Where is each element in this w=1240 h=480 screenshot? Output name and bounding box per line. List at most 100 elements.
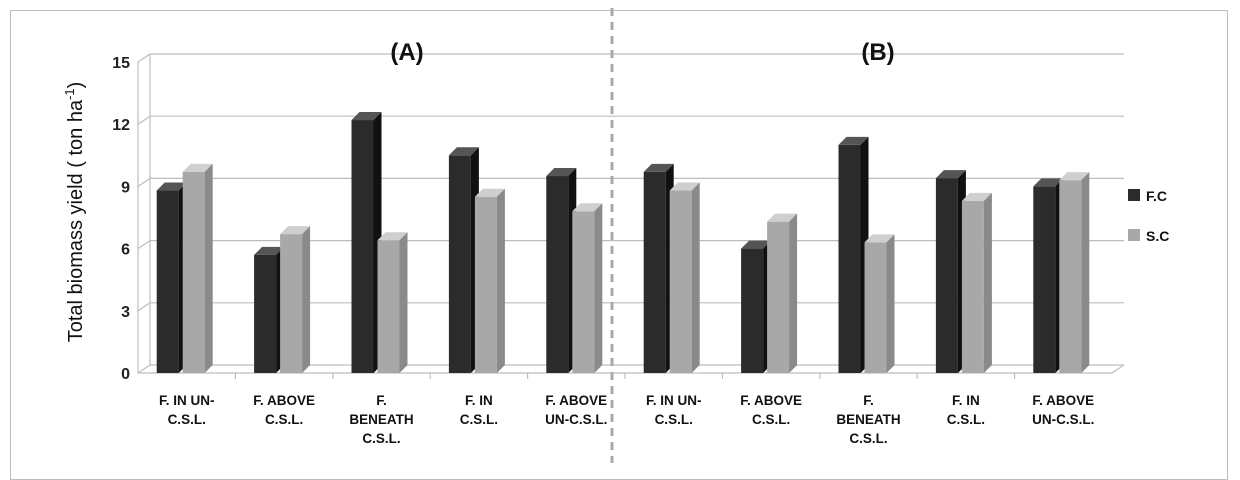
bar-top	[669, 182, 700, 191]
bar-fc	[254, 246, 285, 373]
x-category-label: F. ABOVE C.S.L.	[740, 393, 802, 427]
bar-front	[546, 176, 569, 373]
y-axis-label: Total biomass yield ( ton ha-1)	[62, 82, 87, 343]
bars	[156, 112, 1090, 373]
bar-top	[935, 170, 966, 179]
bar-front	[572, 211, 595, 373]
gridline-depth	[137, 364, 151, 374]
bar-sc	[767, 213, 798, 373]
panel-label-b: (B)	[861, 39, 894, 66]
bar-side	[302, 226, 311, 373]
bar-side	[496, 188, 505, 373]
bar-top	[838, 136, 869, 145]
bar-side	[691, 182, 700, 373]
bar-sc	[961, 192, 992, 373]
bar-side	[1081, 172, 1090, 373]
x-category-label: F. ABOVE UN-C.S.L.	[1032, 393, 1094, 427]
bar-side	[886, 234, 895, 373]
y-tick-label: 12	[112, 117, 130, 134]
category-labels: F. IN UN-C.S.L. F. ABOVE C.S.L. F. BENEATH C.…	[159, 393, 1094, 446]
bar-front	[351, 120, 374, 373]
x-category-label: F. IN UN-C.S.L.	[646, 393, 702, 427]
bar-top	[546, 168, 577, 177]
gridline-depth	[137, 177, 151, 187]
bar-top	[448, 147, 479, 156]
bar-top	[351, 112, 382, 121]
bar-top	[377, 232, 408, 241]
bar-top	[741, 240, 772, 249]
bar-top	[961, 192, 992, 201]
bar-sc	[474, 188, 505, 373]
bar-top	[182, 163, 213, 172]
legend: F.C S.C	[1128, 188, 1169, 244]
bar-side	[983, 192, 992, 373]
bar-front	[864, 242, 887, 373]
y-tick-label: 0	[121, 366, 130, 383]
bar-top	[254, 246, 285, 255]
bar-top	[1059, 172, 1090, 181]
bar-fc	[351, 112, 382, 373]
bar-top	[280, 226, 311, 235]
bar-front	[1033, 186, 1056, 373]
bar-top	[643, 163, 674, 172]
bar-front	[767, 221, 790, 373]
bar-front	[669, 190, 692, 373]
y-tick-label: 9	[121, 179, 130, 196]
floor-right	[1111, 364, 1125, 374]
chart-frame	[10, 10, 1228, 480]
bar-side	[594, 203, 603, 373]
gridline-depth	[137, 53, 151, 63]
bar-front	[741, 248, 764, 373]
bar-sc	[669, 182, 700, 373]
bar-front	[254, 254, 277, 373]
legend-swatch	[1128, 229, 1140, 241]
bar-front	[935, 178, 958, 373]
bar-front	[961, 200, 984, 373]
bar-sc	[572, 203, 603, 373]
bar-front	[182, 171, 205, 373]
x-category-label: F. ABOVE C.S.L.	[253, 393, 315, 427]
x-category-label: F. IN C.S.L.	[947, 393, 985, 427]
legend-label: S.C	[1146, 228, 1169, 244]
y-tick-label: 15	[112, 55, 130, 72]
bar-side	[789, 213, 798, 373]
bar-fc	[643, 163, 674, 373]
gridline-depth	[137, 240, 151, 250]
bar-front	[643, 171, 666, 373]
bar-front	[1059, 180, 1082, 373]
x-category-label: F. ABOVE UN-C.S.L.	[545, 393, 607, 427]
bar-fc	[741, 240, 772, 373]
bar-fc	[935, 170, 966, 373]
bar-top	[474, 188, 505, 197]
bar-front	[448, 155, 471, 373]
bar-front	[156, 190, 179, 373]
bar-top	[767, 213, 798, 222]
bar-front	[280, 234, 303, 373]
bar-top	[1033, 178, 1064, 187]
x-category-label: F. IN UN-C.S.L.	[159, 393, 215, 427]
bar-fc	[156, 182, 187, 373]
x-category-label: F. BENEATH C.S.L.	[349, 393, 413, 446]
legend-swatch	[1128, 189, 1140, 201]
bar-sc	[1059, 172, 1090, 373]
gridline-depth	[137, 302, 151, 312]
bar-front	[377, 240, 400, 373]
y-tick-label: 3	[121, 304, 130, 321]
bar-sc	[280, 226, 311, 373]
bar-fc	[838, 136, 869, 373]
legend-label: F.C	[1146, 188, 1167, 204]
x-category-label: F. BENEATH C.S.L.	[836, 393, 900, 446]
bar-fc	[1033, 178, 1064, 373]
bar-front	[474, 196, 497, 373]
bar-sc	[182, 163, 213, 373]
x-category-label: F. IN C.S.L.	[460, 393, 498, 427]
bar-sc	[864, 234, 895, 373]
bar-fc	[448, 147, 479, 373]
gridline-depth	[137, 115, 151, 125]
bar-side	[204, 163, 213, 373]
bar-top	[156, 182, 187, 191]
panel-label-a: (A)	[390, 39, 423, 66]
bar-front	[838, 144, 861, 373]
bar-top	[572, 203, 603, 212]
